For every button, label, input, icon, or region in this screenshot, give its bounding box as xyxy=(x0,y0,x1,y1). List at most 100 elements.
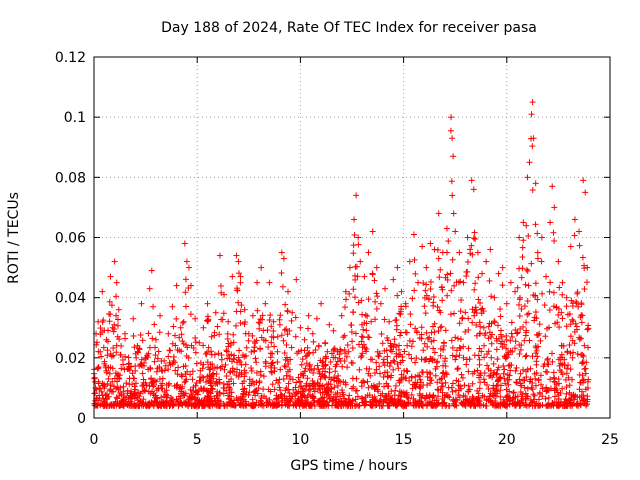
data-point xyxy=(517,370,524,377)
data-point xyxy=(516,313,523,320)
data-point xyxy=(480,308,487,315)
data-point xyxy=(567,402,574,409)
data-point xyxy=(310,393,317,400)
data-point xyxy=(145,388,152,395)
data-point xyxy=(229,358,236,365)
data-point xyxy=(441,392,448,399)
data-point xyxy=(132,380,139,387)
data-point xyxy=(509,333,516,340)
data-point xyxy=(450,400,457,407)
data-point xyxy=(550,369,557,376)
data-point xyxy=(373,264,380,271)
data-point xyxy=(501,366,508,373)
data-point xyxy=(481,379,488,386)
data-point xyxy=(516,350,523,357)
data-point xyxy=(101,402,108,409)
data-point xyxy=(224,335,231,342)
data-point xyxy=(543,384,550,391)
data-point xyxy=(378,330,385,337)
data-point xyxy=(534,230,541,237)
data-point xyxy=(538,234,545,241)
data-point xyxy=(531,314,538,321)
data-point xyxy=(283,372,290,379)
data-point xyxy=(170,353,177,360)
data-point xyxy=(556,324,563,331)
data-point xyxy=(395,392,402,399)
data-point xyxy=(453,347,460,354)
data-point xyxy=(549,399,556,406)
data-point xyxy=(189,376,196,383)
data-point xyxy=(466,356,473,363)
data-point xyxy=(450,310,457,317)
data-point xyxy=(311,388,318,395)
data-point xyxy=(579,379,586,386)
data-point xyxy=(248,380,255,387)
data-point xyxy=(352,387,359,394)
data-point xyxy=(503,300,510,307)
data-point xyxy=(281,362,288,369)
data-point xyxy=(550,374,557,381)
data-point xyxy=(457,308,464,315)
data-point xyxy=(452,396,459,403)
data-point xyxy=(194,388,201,395)
data-point xyxy=(497,387,504,394)
data-point xyxy=(126,381,133,388)
data-point xyxy=(281,327,288,334)
data-point xyxy=(269,350,276,357)
data-point xyxy=(258,264,265,271)
data-point xyxy=(495,364,502,371)
data-point xyxy=(438,380,445,387)
data-point xyxy=(419,243,426,250)
data-point xyxy=(485,397,492,404)
data-point xyxy=(110,345,117,352)
data-point xyxy=(351,272,358,279)
data-point xyxy=(521,377,528,384)
data-point xyxy=(104,352,111,359)
data-point xyxy=(554,402,561,409)
data-point xyxy=(518,274,525,281)
data-point xyxy=(302,365,309,372)
data-point xyxy=(584,326,591,333)
data-point xyxy=(457,385,464,392)
data-point xyxy=(307,402,314,409)
data-point xyxy=(99,329,106,336)
data-point xyxy=(239,380,246,387)
data-point xyxy=(563,365,570,372)
data-point xyxy=(569,303,576,310)
data-point xyxy=(537,402,544,409)
data-point xyxy=(114,395,121,402)
data-point xyxy=(146,344,153,351)
data-point xyxy=(194,391,201,398)
data-point xyxy=(546,307,553,314)
data-point xyxy=(324,399,331,406)
data-point xyxy=(522,395,529,402)
data-point xyxy=(207,361,214,368)
data-point xyxy=(477,323,484,330)
data-point xyxy=(529,143,536,150)
data-point xyxy=(438,284,445,291)
data-point xyxy=(333,361,340,368)
data-point xyxy=(142,355,149,362)
data-point xyxy=(398,303,405,310)
data-point xyxy=(499,264,506,271)
data-point xyxy=(339,387,346,394)
data-point xyxy=(384,369,391,376)
data-point xyxy=(117,351,124,358)
data-point xyxy=(237,319,244,326)
data-point xyxy=(529,386,536,393)
data-point xyxy=(211,401,218,408)
data-point xyxy=(499,282,506,289)
data-point xyxy=(452,356,459,363)
data-point xyxy=(107,311,114,318)
data-point xyxy=(424,335,431,342)
data-point xyxy=(394,361,401,368)
data-point xyxy=(110,328,117,335)
data-point xyxy=(433,359,440,366)
data-point xyxy=(98,353,105,360)
data-point xyxy=(288,317,295,324)
data-point xyxy=(236,347,243,354)
data-point xyxy=(330,327,337,334)
data-point xyxy=(436,307,443,314)
data-point xyxy=(358,338,365,345)
